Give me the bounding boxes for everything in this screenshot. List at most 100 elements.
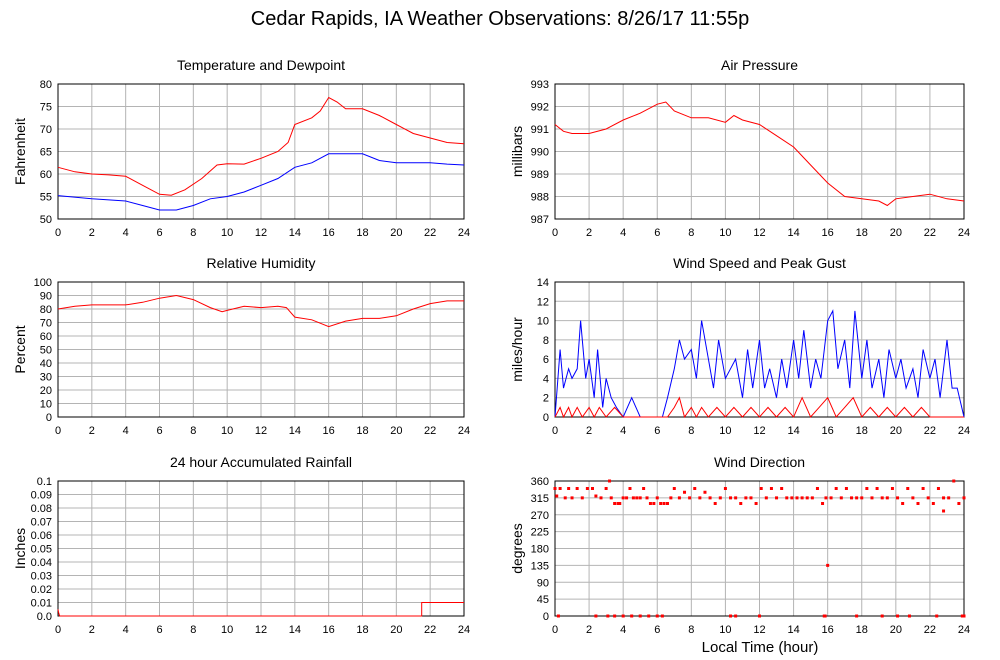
data-point <box>896 614 900 618</box>
y-tick-label: 0.1 <box>37 476 52 488</box>
data-point <box>785 496 789 500</box>
x-tick-label: 10 <box>719 624 731 636</box>
x-tick-label: 0 <box>55 227 61 239</box>
data-point <box>609 496 613 500</box>
data-point <box>758 614 761 618</box>
plot-frame <box>554 83 965 220</box>
y-tick-label: 0 <box>543 412 549 424</box>
data-point <box>855 496 859 500</box>
y-tick-label: 10 <box>537 316 549 328</box>
x-tick-label: 14 <box>787 624 799 636</box>
x-tick-label: 8 <box>688 425 694 437</box>
y-tick-label: 270 <box>531 510 549 522</box>
chart-title: Wind Speed and Peak Gust <box>673 255 846 271</box>
y-tick-label: 70 <box>40 318 52 330</box>
series-line-0 <box>57 294 464 328</box>
data-point <box>683 490 687 494</box>
data-point <box>855 614 859 618</box>
y-tick-label: 988 <box>531 192 549 204</box>
y-tick-label: 0 <box>46 412 52 424</box>
x-tick-label: 4 <box>123 624 129 636</box>
y-tick-label: 0.0 <box>37 611 52 623</box>
x-tick-label: 0 <box>552 227 558 239</box>
x-tick-label: 2 <box>89 425 95 437</box>
y-tick-label: 989 <box>531 169 549 181</box>
y-tick-label: 0.01 <box>31 598 52 610</box>
x-tick-label: 0 <box>552 425 558 437</box>
data-point <box>942 496 946 500</box>
data-point <box>672 487 676 490</box>
data-point <box>713 502 717 505</box>
series-line-0 <box>57 96 465 196</box>
data-point <box>659 502 663 505</box>
x-tick-label: 14 <box>787 227 799 239</box>
y-tick-label: 75 <box>40 102 52 114</box>
y-tick-label: 0.06 <box>31 530 52 542</box>
data-point <box>865 487 869 490</box>
data-point <box>962 614 966 618</box>
data-point <box>621 614 625 618</box>
y-axis-label: millibars <box>509 126 525 177</box>
y-tick-label: 40 <box>40 358 52 370</box>
data-point <box>936 487 940 490</box>
x-tick-label: 4 <box>123 425 129 437</box>
x-tick-label: 18 <box>856 425 868 437</box>
data-point <box>734 496 738 500</box>
x-tick-label: 14 <box>289 425 301 437</box>
chart-title: 24 hour Accumulated Rainfall <box>170 454 352 470</box>
data-point <box>739 502 743 505</box>
data-point <box>880 496 884 500</box>
x-tick-label: 14 <box>787 425 799 437</box>
data-point <box>645 496 649 500</box>
x-tick-label: 12 <box>255 624 267 636</box>
data-point <box>630 614 634 618</box>
data-point <box>635 496 639 500</box>
data-point <box>734 614 738 618</box>
data-point <box>585 487 589 490</box>
x-tick-label: 12 <box>753 227 765 239</box>
x-tick-label: 24 <box>958 624 970 636</box>
data-point <box>880 614 884 618</box>
x-tick-label: 2 <box>89 624 95 636</box>
y-tick-label: 992 <box>531 102 549 114</box>
x-tick-label: 12 <box>255 425 267 437</box>
data-point <box>805 496 809 500</box>
y-axis-label: degrees <box>509 523 525 574</box>
data-point <box>628 487 632 490</box>
y-axis-label: Fahrenheit <box>12 118 28 185</box>
data-point <box>642 487 646 490</box>
data-point <box>608 479 612 483</box>
x-tick-label: 0 <box>552 624 558 636</box>
data-point <box>749 496 753 500</box>
data-point <box>625 496 629 500</box>
data-point <box>563 496 567 500</box>
x-tick-label: 12 <box>753 624 765 636</box>
data-point <box>729 496 733 500</box>
y-tick-label: 90 <box>40 291 52 303</box>
data-point <box>896 496 900 500</box>
data-point <box>665 502 669 505</box>
x-tick-label: 20 <box>390 425 402 437</box>
data-point <box>553 487 557 490</box>
y-tick-label: 0 <box>543 611 549 623</box>
data-point <box>860 496 864 500</box>
data-point <box>850 496 854 500</box>
data-point <box>660 614 664 618</box>
data-point <box>790 496 794 500</box>
y-tick-label: 0.08 <box>31 503 52 515</box>
data-point <box>759 487 763 490</box>
chart-title: Wind Direction <box>714 454 805 470</box>
data-point <box>698 496 702 500</box>
data-point <box>590 487 594 490</box>
y-tick-label: 4 <box>543 373 549 385</box>
data-point <box>824 496 828 500</box>
data-point <box>570 496 574 500</box>
y-tick-label: 6 <box>543 354 549 366</box>
y-tick-label: 55 <box>40 192 52 204</box>
y-tick-label: 30 <box>40 372 52 384</box>
y-tick-label: 70 <box>40 124 52 136</box>
page-title: Cedar Rapids, IA Weather Observations: 8… <box>250 8 750 30</box>
